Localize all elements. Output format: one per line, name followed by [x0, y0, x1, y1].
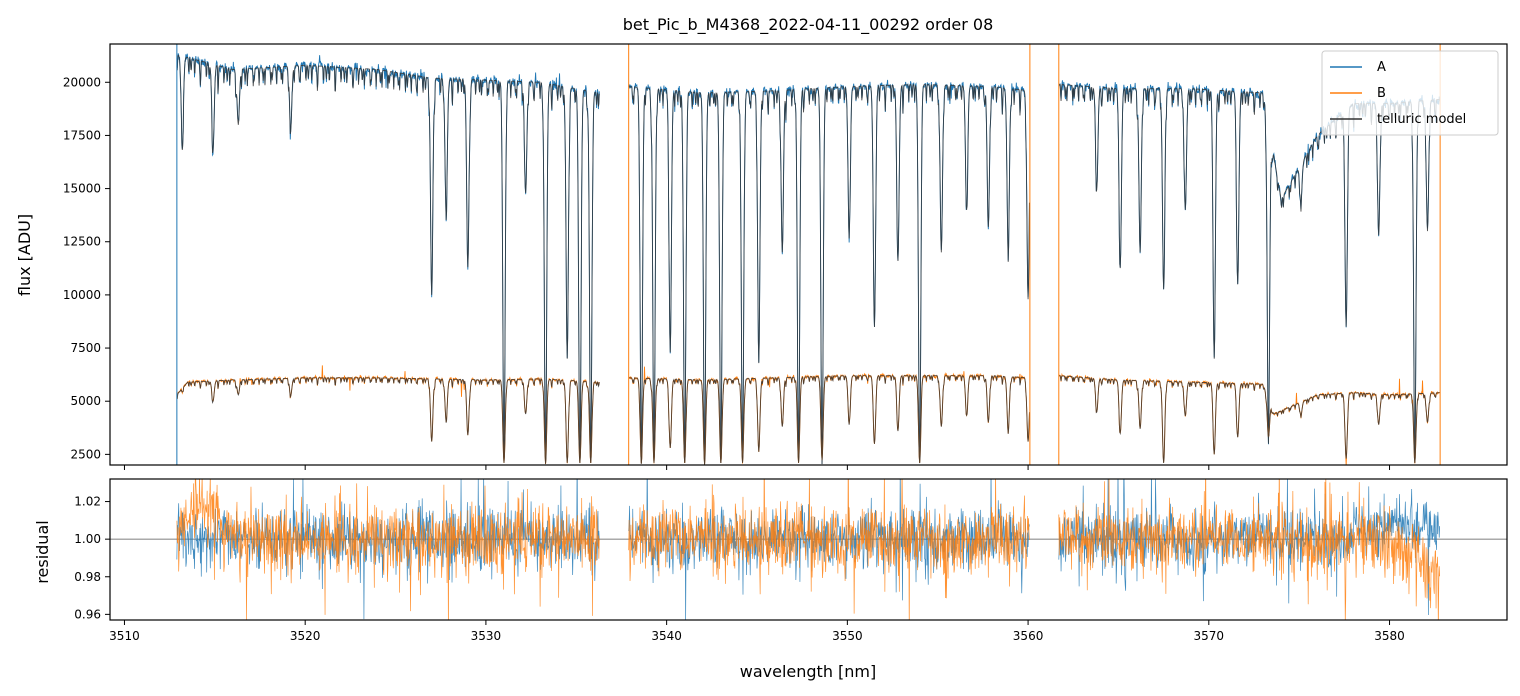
residual-b-segment-3	[1058, 479, 1441, 620]
series-b-flux-segment-3	[1058, 372, 1440, 465]
residual-y-tick-label-3: 1.02	[74, 495, 101, 509]
x-tick-label-0: 3510	[109, 629, 140, 643]
residual-panel: 0.96 0.98 1.00 1.02 3510 3520 3530 3540 3550 356…	[33, 478, 1508, 643]
residual-y-tick-label-1: 0.98	[74, 570, 101, 584]
telluric-model-b-segment-1	[176, 376, 600, 464]
flux-y-tick-label-7: 20000	[63, 75, 101, 89]
x-tick-label-4: 3550	[832, 629, 863, 643]
residual-y-tick-label-2: 1.00	[74, 532, 101, 546]
series-a-flux-segment-2	[628, 79, 1030, 465]
flux-x-ticks	[123, 465, 1391, 470]
x-axis-label: wavelength [nm]	[740, 662, 877, 681]
telluric-model-a-segment-3	[1058, 83, 1440, 463]
series-a-flux-segment-1	[176, 53, 600, 465]
flux-y-ticks: 2500 5000 7500 10000 12500 15000 17500 20000	[63, 75, 110, 461]
x-tick-label-6: 3570	[1194, 629, 1225, 643]
residual-y-ticks: 0.96 0.98 1.00 1.02	[74, 495, 110, 621]
telluric-model-a-segment-1	[176, 54, 600, 464]
series-a-flux-segment-3	[1058, 80, 1441, 464]
flux-y-tick-label-4: 12500	[63, 235, 101, 249]
flux-panel: 2500 5000 7500 10000 12500 15000 17500 20000 fl…	[15, 43, 1508, 470]
chart-title: bet_Pic_b_M4368_2022-04-11_00292 order 0…	[623, 15, 994, 35]
x-tick-label-2: 3530	[471, 629, 502, 643]
flux-y-axis-label: flux [ADU]	[15, 214, 34, 296]
residual-plot-area	[110, 479, 1507, 620]
flux-y-tick-label-0: 2500	[70, 447, 101, 461]
flux-panel-frame	[109, 43, 1508, 466]
legend-label-b: B	[1377, 86, 1386, 101]
residual-panel-frame	[109, 478, 1508, 621]
residual-a-segment-1	[176, 479, 600, 620]
residual-y-axis-label: residual	[33, 520, 52, 583]
flux-y-tick-label-5: 15000	[63, 182, 101, 196]
flux-y-tick-label-3: 10000	[63, 288, 101, 302]
flux-y-tick-label-6: 17500	[63, 128, 101, 142]
residual-a-segment-2	[628, 479, 1030, 620]
x-tick-label-7: 3580	[1374, 629, 1405, 643]
x-tick-label-1: 3520	[290, 629, 321, 643]
residual-x-ticks: 3510 3520 3530 3540 3550 3560 3570 3580	[109, 620, 1405, 643]
telluric-model-a-segment-2	[628, 83, 1030, 465]
flux-plot-area	[176, 44, 1441, 465]
legend-frame	[1321, 50, 1499, 136]
residual-y-tick-label-0: 0.96	[74, 607, 101, 621]
legend: A B telluric model	[1321, 50, 1499, 136]
residual-b-segment-2	[628, 479, 1030, 620]
x-tick-label-3: 3540	[651, 629, 682, 643]
legend-label-telluric: telluric model	[1377, 112, 1466, 127]
x-tick-label-5: 3560	[1013, 629, 1044, 643]
telluric-model-b-segment-3	[1058, 375, 1440, 464]
flux-y-tick-label-2: 7500	[70, 341, 101, 355]
legend-label-a: A	[1377, 60, 1386, 75]
flux-y-tick-label-1: 5000	[70, 394, 101, 408]
residual-b-segment-1	[176, 479, 600, 620]
telluric-model-b-segment-2	[628, 375, 1030, 465]
